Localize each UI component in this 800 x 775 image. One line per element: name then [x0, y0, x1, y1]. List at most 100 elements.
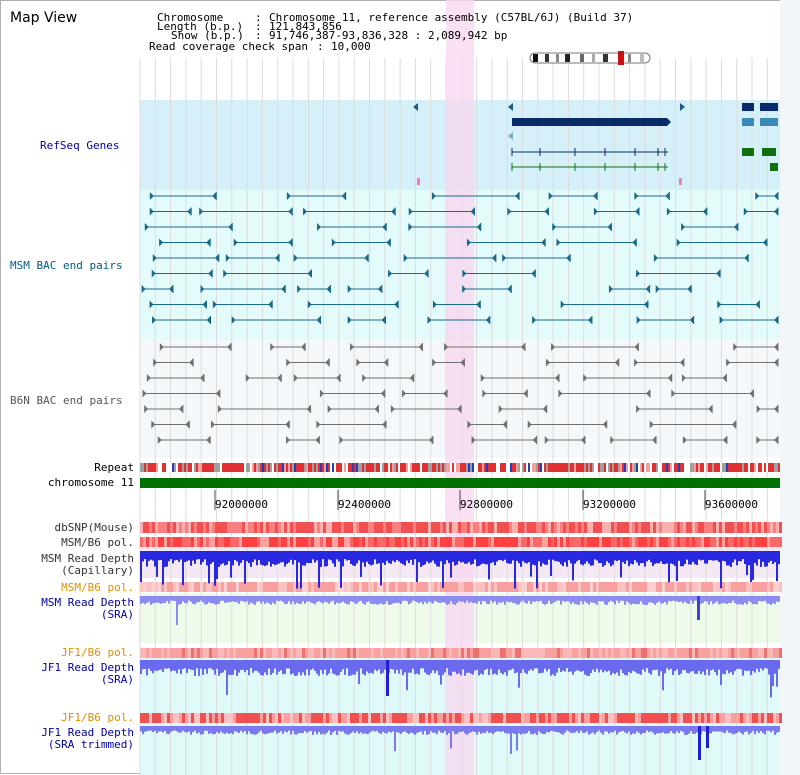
repeat-segment: [470, 463, 472, 472]
repeat-segment: [644, 463, 646, 472]
repeat-segment: [172, 463, 174, 472]
jf1-b6-pol-cell: [608, 648, 611, 658]
jf1-sra-depth-bar: [268, 660, 270, 669]
msm-capillary-depth-bar: [760, 551, 762, 567]
jf1-sra-depth-bar: [384, 660, 386, 670]
repeat-segment: [280, 463, 282, 472]
jf1-trimmed-depth-bar: [546, 726, 548, 732]
jf1-b6-pol-cell: [209, 648, 212, 658]
msm-capillary-depth-bar: [592, 551, 594, 566]
dbsnp-cell: [203, 522, 206, 533]
msm-b6-pol-cell: [365, 582, 368, 592]
jf1-sra-depth-bar: [178, 660, 180, 670]
jf1-trimmed-depth-bar: [534, 726, 536, 734]
msm-sra-depth-bar: [248, 596, 250, 605]
dbsnp-cell: [176, 522, 179, 533]
jf1-trimmed-depth-bar: [442, 726, 444, 734]
repeat-segment: [706, 463, 708, 472]
jf1-sra-depth-bar: [352, 660, 354, 675]
dbsnp-cell: [590, 522, 593, 533]
jf1-trimmed-depth-bar: [304, 726, 306, 731]
jf1-sra-depth-bar: [280, 660, 282, 671]
jf1-b6-pol-cell: [749, 713, 752, 723]
jf1-b6-pol-cell: [728, 713, 731, 723]
jf1-b6-pol-cell: [269, 713, 272, 723]
b6n-bac-end: [206, 436, 211, 444]
jf1-b6-pol-cell: [374, 648, 377, 658]
msm-b6-pol-cell: [710, 537, 713, 547]
repeat-segment: [358, 463, 360, 472]
msm-b6-pol-cell: [218, 582, 221, 592]
b6n-bac-end: [270, 343, 275, 351]
jf1-trimmed-depth-bar: [536, 726, 538, 735]
b6n-bac-end: [583, 374, 588, 382]
msm-capillary-depth-bar: [432, 551, 434, 561]
jf1-sra-depth-bar: [760, 660, 762, 669]
repeat-segment: [656, 463, 658, 472]
jf1-trimmed-depth-bar: [430, 726, 432, 732]
jf1-b6-pol-cell: [140, 713, 143, 723]
jf1-sra-depth-bar: [298, 660, 300, 673]
jf1-b6-pol-cell: [713, 713, 716, 723]
msm-capillary-depth-bar: [250, 551, 252, 567]
jf1-b6-pol-cell: [680, 713, 683, 723]
track-label-b6n-bac[interactable]: B6N BAC end pairs: [10, 394, 123, 407]
jf1-trimmed-depth-bar: [478, 726, 480, 732]
msm-b6-pol-cell: [638, 537, 641, 547]
msm-sra-depth-bar: [374, 596, 376, 604]
jf1-b6-pol-cell: [731, 713, 734, 723]
jf1-b6-pol-cell: [644, 648, 647, 658]
repeat-segment: [766, 463, 768, 472]
jf1-b6-pol-cell: [476, 713, 479, 723]
msm-b6-pol-cell: [362, 582, 365, 592]
msm-sra-depth-bar: [334, 596, 336, 605]
msm-capillary-depth-bar: [178, 551, 180, 562]
b6n-bac-end: [286, 358, 291, 367]
b6n-bac-end: [350, 343, 355, 351]
gene-block: [770, 163, 778, 171]
msm-bac-end: [326, 285, 331, 293]
jf1-sra-depth-bar: [540, 660, 542, 674]
msm-b6-pol-cell: [653, 537, 656, 547]
dbsnp-cell: [233, 522, 236, 533]
track-label-refseq[interactable]: RefSeq Genes: [40, 139, 120, 152]
b6n-bac-end: [756, 436, 761, 444]
track-label-msm-bac[interactable]: MSM BAC end pairs: [10, 259, 123, 272]
msm-capillary-depth-bar: [774, 551, 776, 563]
jf1-trimmed-depth-bar: [764, 726, 766, 735]
msm-sra-depth-bar: [508, 596, 510, 603]
msm-sra-depth-bar: [466, 596, 468, 601]
dbsnp-cell: [551, 522, 554, 533]
jf1-sra-depth-bar: [602, 660, 604, 673]
msm-sra-depth-bar: [218, 596, 220, 604]
msm-b6-pol-cell: [665, 537, 668, 547]
jf1-b6-pol-cell: [563, 648, 566, 658]
jf1-b6-pol-cell: [176, 713, 179, 723]
axis-tick-label: 93600000: [705, 498, 758, 511]
jf1-sra-depth-bar: [560, 660, 562, 673]
msm-b6-pol-cell: [725, 582, 728, 592]
msm-capillary-depth-bar: [224, 551, 226, 566]
dbsnp-cell: [605, 522, 608, 533]
jf1-b6-pol-cell: [683, 713, 686, 723]
jf1-b6-pol-cell: [224, 713, 227, 723]
jf1-b6-pol-cell: [701, 648, 704, 658]
jf1-sra-depth-bar: [282, 660, 284, 675]
msm-bac-end: [541, 238, 546, 247]
msm-sra-depth-bar: [410, 596, 412, 603]
msm-b6-pol-cell: [665, 582, 668, 592]
jf1-sra-depth-bar: [454, 660, 456, 672]
msm-bac-end: [636, 269, 641, 278]
jf1-b6-pol-cell: [554, 648, 557, 658]
b6n-bac-end: [544, 436, 549, 444]
jf1-b6-pol-cell: [389, 713, 392, 723]
msm-sra-depth-bar: [626, 596, 628, 602]
jf1-trimmed-depth-bar: [440, 726, 442, 733]
jf1-trimmed-depth-bar: [630, 726, 632, 735]
dbsnp-cell: [191, 522, 194, 533]
msm-b6-pol-cell: [659, 537, 662, 547]
jf1-sra-depth-bar: [414, 660, 416, 675]
dbsnp-cell: [509, 522, 512, 533]
